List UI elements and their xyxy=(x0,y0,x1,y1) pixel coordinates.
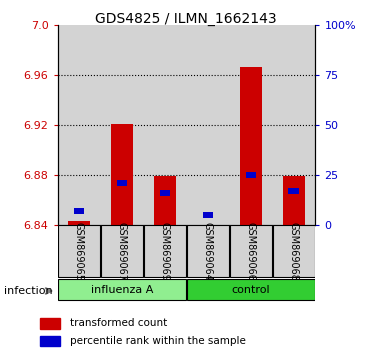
Bar xyxy=(272,25,315,225)
Text: transformed count: transformed count xyxy=(70,318,167,328)
Text: GSM869064: GSM869064 xyxy=(203,222,213,281)
Bar xyxy=(160,190,170,196)
Bar xyxy=(116,180,127,186)
Bar xyxy=(68,221,90,225)
Bar xyxy=(203,212,213,218)
Text: control: control xyxy=(232,285,270,295)
Bar xyxy=(229,25,272,225)
Bar xyxy=(230,225,272,278)
Bar xyxy=(187,279,315,301)
Text: GSM869068: GSM869068 xyxy=(289,222,299,281)
Bar xyxy=(273,225,315,278)
Bar xyxy=(40,336,60,346)
Text: influenza A: influenza A xyxy=(91,285,153,295)
Text: GSM869065: GSM869065 xyxy=(74,222,84,281)
Text: GSM869066: GSM869066 xyxy=(246,222,256,281)
Bar xyxy=(73,208,84,214)
Bar xyxy=(289,188,299,194)
Text: GSM869067: GSM869067 xyxy=(117,222,127,281)
Bar xyxy=(101,225,143,278)
Bar xyxy=(187,25,229,225)
Bar xyxy=(111,124,133,225)
Bar xyxy=(144,225,186,278)
Text: percentile rank within the sample: percentile rank within the sample xyxy=(70,336,246,346)
Text: GSM869069: GSM869069 xyxy=(160,222,170,281)
Bar xyxy=(154,176,176,225)
Bar xyxy=(58,279,186,301)
Bar xyxy=(187,225,229,278)
Text: GDS4825 / ILMN_1662143: GDS4825 / ILMN_1662143 xyxy=(95,12,276,27)
Bar xyxy=(144,25,186,225)
Bar xyxy=(240,67,262,225)
Bar xyxy=(58,25,101,225)
Bar xyxy=(101,25,144,225)
Bar xyxy=(58,225,100,278)
Bar xyxy=(40,318,60,329)
Text: infection: infection xyxy=(4,286,52,296)
Bar xyxy=(283,176,305,225)
Bar xyxy=(246,172,256,178)
